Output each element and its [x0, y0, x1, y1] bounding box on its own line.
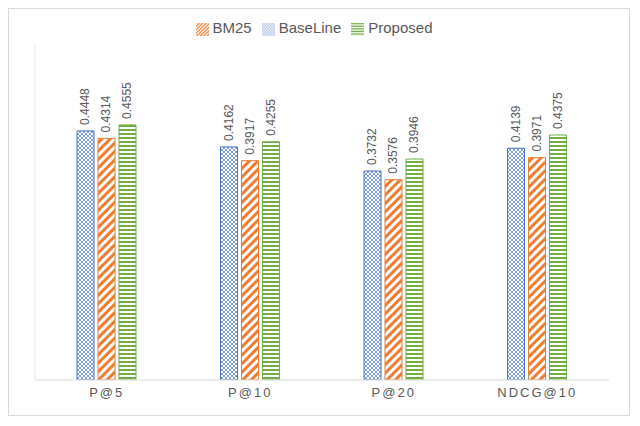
svg-text:0.4255: 0.4255 — [264, 99, 278, 136]
html-text:BM25: BM25 — [212, 19, 252, 36]
svg-text:0.3732: 0.3732 — [366, 128, 380, 165]
svg-text:P@20: P@20 — [372, 385, 416, 400]
svg-text:0.4448: 0.4448 — [79, 88, 93, 125]
svg-text:0.3576: 0.3576 — [387, 137, 401, 174]
svg-text:NDCG@10: NDCG@10 — [497, 385, 577, 400]
svg-text:0.3971: 0.3971 — [530, 115, 544, 152]
svg-text:0.3917: 0.3917 — [243, 118, 257, 155]
svg-text:P@5: P@5 — [89, 385, 124, 400]
svg-text:0.4162: 0.4162 — [222, 104, 236, 141]
svg-text:0.4314: 0.4314 — [100, 95, 114, 132]
svg-text:0.4139: 0.4139 — [509, 105, 523, 142]
html-text:Proposed: Proposed — [368, 19, 433, 36]
html-text:BaseLine: BaseLine — [278, 19, 342, 36]
svg-text:0.4555: 0.4555 — [121, 82, 135, 119]
svg-text:0.4375: 0.4375 — [551, 92, 565, 129]
svg-text:0.3946: 0.3946 — [408, 116, 422, 153]
svg-text:P@10: P@10 — [228, 385, 272, 400]
